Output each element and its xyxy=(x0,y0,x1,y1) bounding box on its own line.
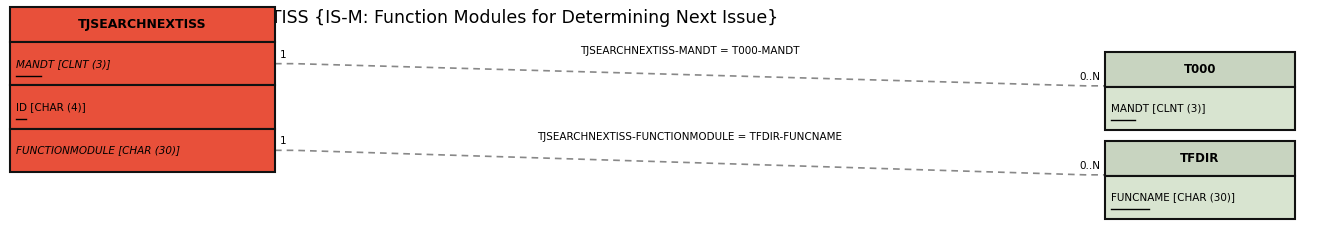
Text: 1: 1 xyxy=(280,136,287,146)
Text: TFDIR: TFDIR xyxy=(1180,152,1220,165)
Text: 0..N: 0..N xyxy=(1079,72,1100,82)
Text: ID [CHAR (4)]: ID [CHAR (4)] xyxy=(16,102,86,112)
Text: TJSEARCHNEXTISS-FUNCTIONMODULE = TFDIR-FUNCNAME: TJSEARCHNEXTISS-FUNCTIONMODULE = TFDIR-F… xyxy=(537,132,843,142)
Text: FUNCNAME [CHAR (30)]: FUNCNAME [CHAR (30)] xyxy=(1111,192,1235,202)
Bar xyxy=(11,42,275,85)
Text: MANDT [CLNT (3)]: MANDT [CLNT (3)] xyxy=(1111,103,1205,113)
Bar xyxy=(1105,176,1295,219)
Text: SAP ABAP table TJSEARCHNEXTISS {IS-M: Function Modules for Determining Next Issu: SAP ABAP table TJSEARCHNEXTISS {IS-M: Fu… xyxy=(8,9,778,27)
Text: 0..N: 0..N xyxy=(1079,161,1100,171)
Bar xyxy=(1105,141,1295,176)
Bar xyxy=(1105,87,1295,130)
Text: MANDT [CLNT (3)]: MANDT [CLNT (3)] xyxy=(16,59,110,69)
Text: FUNCTIONMODULE [CHAR (30)]: FUNCTIONMODULE [CHAR (30)] xyxy=(16,145,180,155)
Bar xyxy=(1105,52,1295,87)
Text: T000: T000 xyxy=(1184,63,1217,76)
Bar xyxy=(11,7,275,42)
Bar xyxy=(11,129,275,172)
Text: 1: 1 xyxy=(280,50,287,60)
Text: TJSEARCHNEXTISS-MANDT = T000-MANDT: TJSEARCHNEXTISS-MANDT = T000-MANDT xyxy=(580,46,800,56)
Text: TJSEARCHNEXTISS: TJSEARCHNEXTISS xyxy=(78,18,207,31)
Bar xyxy=(11,85,275,129)
